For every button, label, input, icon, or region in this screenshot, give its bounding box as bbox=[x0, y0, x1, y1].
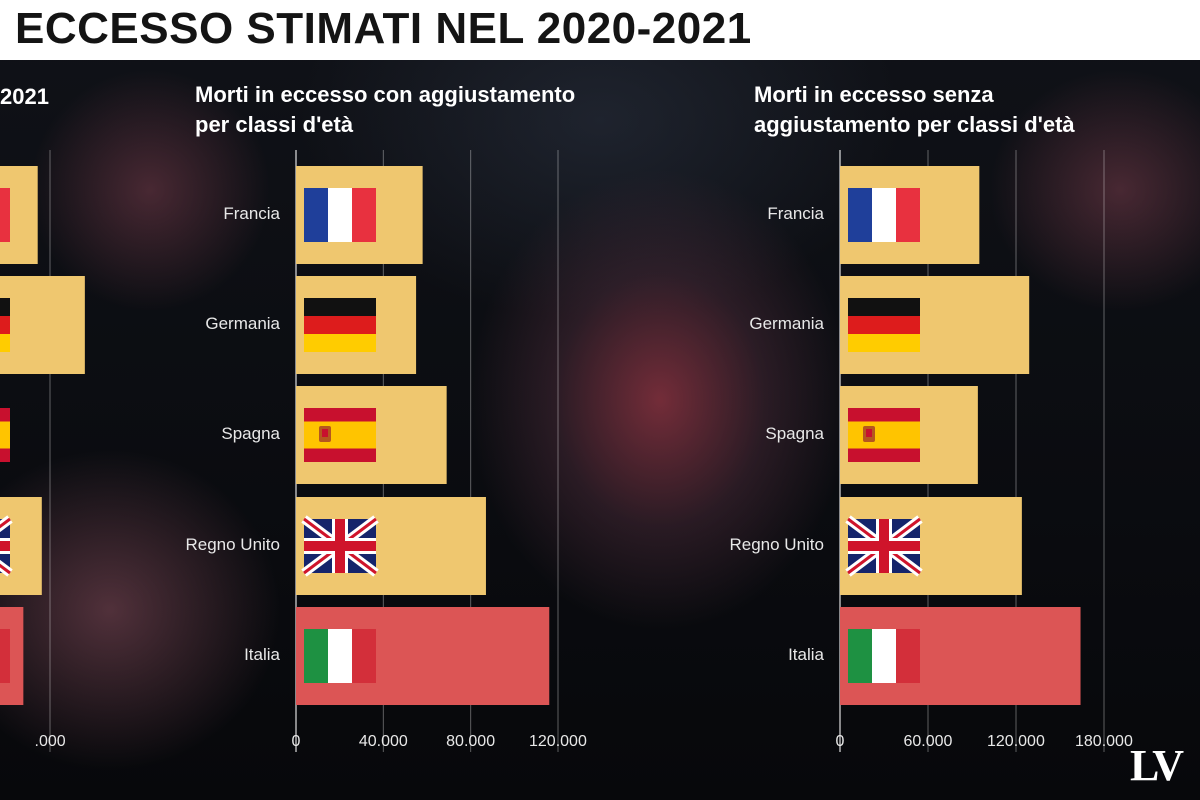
x-tick-label: 0 bbox=[835, 733, 845, 750]
panel-2-title-line-1: Morti in eccesso con aggiustamento bbox=[195, 82, 576, 107]
country-label: Francia bbox=[223, 204, 280, 223]
x-tick-label: 0 bbox=[291, 733, 301, 750]
country-label: Spagna bbox=[765, 424, 824, 443]
flag-germany-icon bbox=[848, 298, 920, 352]
flag-spain-icon bbox=[0, 408, 10, 462]
country-label: Regno Unito bbox=[185, 535, 280, 554]
bar-germania bbox=[0, 276, 85, 374]
flag-spain-icon bbox=[304, 408, 376, 462]
x-tick-label: .000 bbox=[34, 733, 66, 750]
panel-3-title-line-1: Morti in eccesso senza bbox=[754, 82, 994, 107]
flag-france-icon bbox=[848, 188, 920, 242]
country-label: Francia bbox=[767, 204, 824, 223]
panel-2 bbox=[295, 150, 559, 752]
flag-france-icon bbox=[304, 188, 376, 242]
flag-uk-icon bbox=[301, 515, 379, 577]
title-bar: N ECCESSO STIMATI NEL 2020-2021 bbox=[0, 0, 1200, 60]
country-label: Germania bbox=[205, 314, 280, 333]
country-label: Italia bbox=[244, 645, 280, 664]
flag-germany-icon bbox=[304, 298, 376, 352]
flag-germany-icon bbox=[0, 298, 10, 352]
flag-uk-icon bbox=[845, 515, 923, 577]
country-label: Germania bbox=[749, 314, 824, 333]
x-tick-label: 80.000 bbox=[446, 733, 496, 750]
panel-2-title-line-2: per classi d'età bbox=[195, 112, 354, 137]
country-label: Regno Unito bbox=[729, 535, 824, 554]
panel-1 bbox=[0, 150, 85, 752]
panel-3 bbox=[839, 150, 1105, 752]
panel-3-title-line-2: aggiustamento per classi d'età bbox=[754, 112, 1075, 137]
flag-italy-icon bbox=[304, 629, 376, 683]
country-label: Italia bbox=[788, 645, 824, 664]
page-title: N ECCESSO STIMATI NEL 2020-2021 bbox=[0, 4, 752, 53]
panel-1-title: 2021 bbox=[0, 84, 49, 109]
x-tick-label: 60.000 bbox=[903, 733, 953, 750]
panel-2-title: Morti in eccesso con aggiustamento per c… bbox=[195, 80, 575, 140]
x-tick-label: 180.000 bbox=[1075, 733, 1133, 750]
lv-logo: LV bbox=[1130, 741, 1184, 790]
flag-italy-icon bbox=[848, 629, 920, 683]
flag-france-icon bbox=[0, 188, 10, 242]
x-tick-label: 120.000 bbox=[987, 733, 1045, 750]
flag-italy-icon bbox=[0, 629, 10, 683]
flag-spain-icon bbox=[848, 408, 920, 462]
panel-3-title: Morti in eccesso senza aggiustamento per… bbox=[754, 80, 1075, 140]
x-tick-label: 40.000 bbox=[358, 733, 408, 750]
country-label: Spagna bbox=[221, 424, 280, 443]
flag-uk-icon bbox=[0, 515, 13, 577]
x-tick-label: 120.000 bbox=[529, 733, 587, 750]
